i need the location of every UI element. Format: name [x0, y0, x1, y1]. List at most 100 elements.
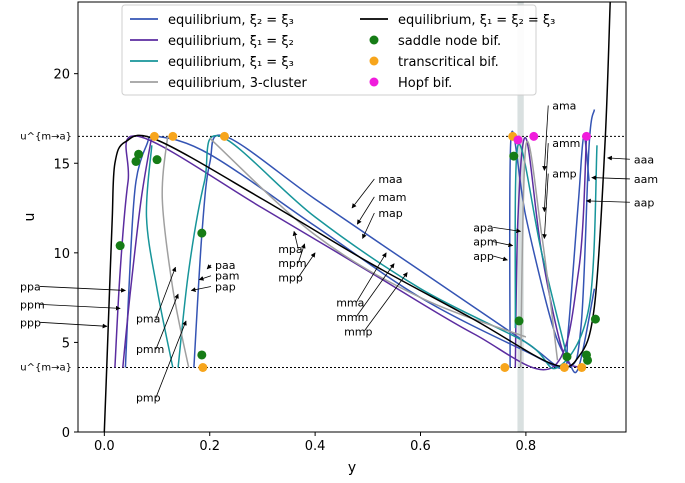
annotation-maa: maa: [378, 173, 402, 186]
annotation-pap: pap: [215, 280, 236, 293]
annotation-arrow-mmm: [355, 263, 395, 318]
series-1-curve-1: [122, 136, 153, 368]
series-6-point-7: [577, 363, 587, 372]
annotation-mmp: mmp: [344, 325, 372, 338]
series-5-point-1: [134, 149, 144, 159]
x-tick-label-4: 0.8: [516, 439, 537, 454]
x-tick-label-0: 0.0: [94, 439, 115, 454]
y-tick-label-3: 15: [53, 157, 70, 172]
legend-label-4: equilibrium, ξ₁ = ξ₂ = ξ₃: [398, 13, 555, 28]
x-tick-label-1: 0.2: [199, 439, 220, 454]
legend-label-1: equilibrium, ξ₁ = ξ₂: [168, 34, 294, 49]
annotation-pmp: pmp: [136, 392, 161, 405]
annotation-app: app: [473, 250, 494, 263]
annotation-ppm: ppm: [20, 298, 45, 311]
annotation-arrow-pam: [198, 275, 212, 281]
annotation-arrow-apm: [493, 241, 514, 248]
annotation-aap: aap: [634, 196, 654, 209]
legend-label-0: equilibrium, ξ₂ = ξ₃: [168, 13, 294, 28]
highlight-band: [517, 2, 524, 432]
series-0-curve-2: [508, 130, 596, 374]
legend-swatch-6: [369, 56, 379, 66]
annotation-mma: mma: [336, 297, 364, 310]
legend-label-3: equilibrium, 3-cluster: [168, 76, 308, 91]
annotation-arrow-mmp: [363, 272, 408, 332]
x-tick-label-2: 0.4: [305, 439, 326, 454]
annotation-amp: amp: [552, 168, 576, 181]
series-6-point-6: [559, 363, 569, 372]
legend-label-6: transcritical bif.: [398, 55, 499, 70]
annotation-amm: amm: [552, 137, 580, 150]
annotation-apm: apm: [473, 236, 497, 249]
annotation-ppa: ppa: [20, 280, 41, 293]
annotation-arrow-amm: [542, 143, 549, 213]
legend-label-5: saddle node bif.: [398, 34, 501, 49]
annotation-arrow-mma: [355, 252, 387, 303]
series-5-point-2: [131, 156, 141, 166]
annotation-arrow-map: [362, 212, 375, 239]
annotation-pam: pam: [215, 270, 239, 283]
annotation-apa: apa: [473, 221, 493, 234]
legend-swatch-5: [369, 35, 379, 45]
annotation-mmm: mmm: [336, 311, 368, 324]
legend-swatch-7: [369, 77, 379, 87]
annotation-mam: mam: [378, 191, 406, 204]
annotation-ama: ama: [552, 100, 576, 113]
legend-box: [121, 4, 537, 96]
series-6-point-0: [149, 131, 159, 141]
annotation-aam: aam: [634, 173, 658, 186]
series-6-point-5: [500, 363, 510, 372]
y-tick-label-1: 5: [62, 336, 70, 351]
bifurcation-points: [115, 131, 600, 372]
series-5-point-8: [562, 352, 572, 362]
annotation-arrow-aap: [586, 198, 630, 204]
annotation-mpm: mpm: [278, 257, 306, 270]
annotation-paa: paa: [215, 259, 235, 272]
series-7-point-2: [581, 131, 591, 141]
plot-frame: [77, 1, 627, 433]
series-1-curve-0: [114, 135, 588, 371]
series-6-point-3: [198, 363, 208, 372]
annotation-ppp: ppp: [20, 316, 41, 329]
series-1-curve-2: [514, 137, 580, 369]
series-5-point-11: [590, 314, 600, 324]
series-2-curve-1: [145, 145, 174, 368]
annotation-arrow-aaa: [607, 155, 630, 161]
annotation-aaa: aaa: [634, 153, 654, 166]
annotation-arrow-mpp: [297, 252, 316, 278]
annotation-arrow-pmm: [155, 293, 179, 350]
axis-ticks: 0.0 0.2 0.4 0.6 0.8 0 5 10 15 20: [53, 68, 536, 454]
series-6-point-2: [219, 131, 229, 141]
y-tick-label-4: 20: [53, 68, 70, 83]
series-4-curve-0: [103, 2, 611, 432]
annotation-pma: pma: [136, 313, 160, 326]
y-axis-label: u: [22, 213, 38, 222]
reference-line-label-0: u^{m→a}: [20, 131, 72, 142]
annotation-arrow-aam: [591, 175, 630, 181]
series-5-point-0: [115, 241, 125, 251]
series-3-curve-2: [519, 140, 559, 368]
annotation-arrow-ppp: [40, 321, 108, 329]
annotations: amaammampaaaaamaapmaamammapmpampmmppmmam…: [20, 100, 658, 405]
annotation-arrow-amp: [542, 173, 549, 239]
y-tick-label-0: 0: [62, 426, 70, 441]
series-5-point-6: [509, 151, 519, 161]
annotation-arrow-pmp: [155, 320, 187, 398]
annotation-arrow-paa: [206, 264, 212, 270]
highlight-band-layer: [517, 2, 524, 432]
series-5-point-10: [583, 355, 593, 365]
x-tick-label-3: 0.6: [410, 439, 431, 454]
annotation-arrow-mpm: [297, 243, 306, 264]
series-6-point-1: [168, 131, 178, 141]
series-5-point-7: [514, 316, 524, 326]
equilibrium-curves: [103, 2, 611, 432]
legend-label-7: Hopf bif.: [398, 76, 452, 91]
annotation-map: map: [378, 207, 402, 220]
annotation-arrow-mam: [356, 196, 375, 225]
x-axis-label: y: [348, 460, 356, 476]
annotation-arrow-maa: [351, 178, 375, 209]
annotation-arrow-mpa: [292, 230, 299, 249]
annotation-mpp: mpp: [278, 272, 303, 285]
series-5-point-4: [197, 228, 207, 238]
annotation-arrow-app: [493, 255, 508, 262]
